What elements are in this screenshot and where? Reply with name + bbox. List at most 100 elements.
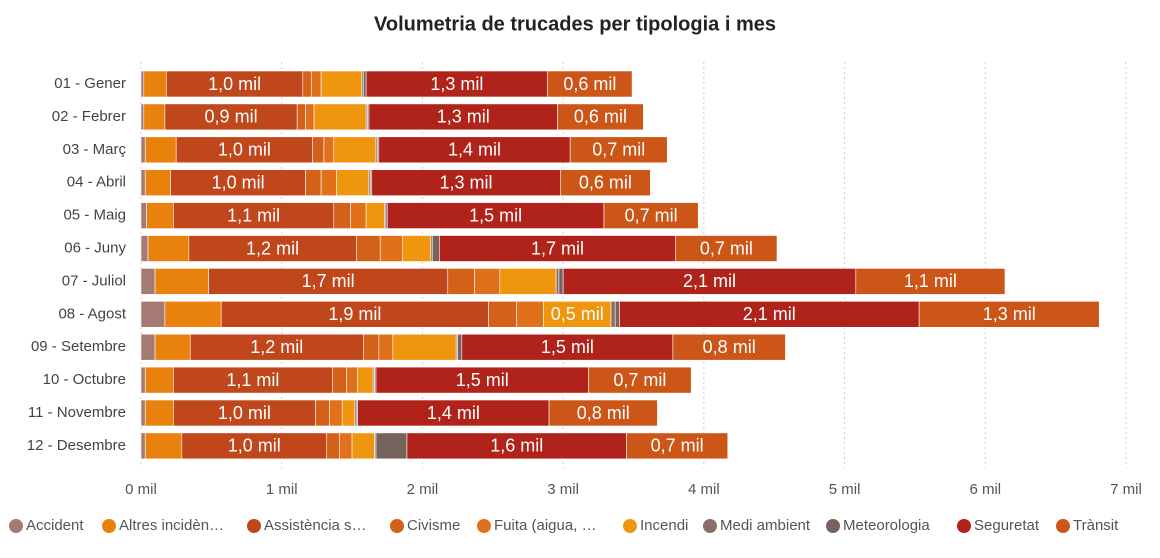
bar-segment: [378, 136, 571, 164]
bar-segment: [312, 136, 325, 164]
bar-segment: [499, 268, 557, 295]
bar-segment: [610, 300, 616, 328]
y-tick-label: 05 - Maig: [63, 207, 126, 224]
legend-swatch: [477, 519, 491, 533]
y-tick-label: 11 - Novembre: [28, 404, 126, 421]
data-label: 1,2 mil: [246, 238, 299, 258]
bar-segment: [461, 333, 674, 361]
data-label: 1,0 mil: [208, 74, 261, 94]
y-tick-label: 12 - Desembre: [27, 437, 126, 454]
bar-segment: [386, 202, 605, 229]
bar-segment: [336, 169, 370, 196]
bar-segment: [302, 70, 312, 98]
bar-segment: [392, 333, 457, 361]
bar-segment: [406, 432, 627, 460]
y-tick-label: 04 - Abril: [67, 174, 126, 191]
bar-segment: [313, 103, 367, 131]
legend-swatch: [247, 519, 261, 533]
bar-segment: [166, 70, 304, 98]
data-label: 2,1 mil: [683, 271, 736, 291]
bar-segment: [305, 169, 322, 196]
data-label: 0,8 mil: [703, 337, 756, 357]
bar-segment: [375, 432, 408, 460]
data-label: 1,0 mil: [218, 403, 271, 423]
bar-segment: [474, 268, 501, 295]
bar-segment: [439, 235, 677, 262]
bar-segment: [548, 399, 658, 427]
bar-segment: [375, 366, 589, 394]
data-label: 1,4 mil: [448, 140, 501, 160]
data-label: 1,3 mil: [983, 304, 1036, 324]
bar-segment: [173, 366, 333, 394]
bar-segment: [357, 399, 550, 427]
bar-segment: [140, 366, 146, 394]
bar-segment: [144, 169, 171, 196]
bar-segment: [144, 432, 183, 460]
data-label: 0,6 mil: [579, 172, 632, 192]
bar-segment: [310, 70, 322, 98]
bar-segment: [140, 103, 145, 131]
data-label: 1,9 mil: [328, 304, 381, 324]
legend-swatch: [102, 519, 116, 533]
bar-segment: [614, 300, 620, 328]
bar-segment: [329, 399, 343, 427]
chart-title: Volumetria de trucades per tipologia i m…: [374, 13, 776, 35]
bar-segment: [140, 70, 145, 98]
data-label: 0,7 mil: [592, 140, 645, 160]
data-label: 1,1 mil: [904, 271, 957, 291]
bar-segment: [154, 333, 191, 361]
data-label: 0,8 mil: [577, 403, 630, 423]
bar-segment: [189, 333, 364, 361]
y-tick-label: 03 - Març: [63, 141, 127, 158]
bar-segment: [379, 235, 404, 262]
bar-segment: [457, 333, 463, 361]
data-label: 1,5 mil: [541, 337, 594, 357]
bar-segment: [143, 70, 167, 98]
data-label: 1,6 mil: [490, 436, 543, 456]
bar-segment: [378, 333, 394, 361]
legend-label: Accident: [26, 517, 84, 534]
x-tick-label: 0 mil: [125, 481, 157, 498]
legend-label: Medi ambient: [720, 517, 811, 534]
bar-segment: [557, 103, 644, 131]
legend-swatch: [623, 519, 637, 533]
legend-label: Incendi: [640, 517, 688, 534]
bar-segment: [516, 300, 544, 328]
bar-segment: [143, 103, 166, 131]
bar-segment: [175, 136, 313, 164]
x-tick-label: 7 mil: [1110, 481, 1142, 498]
y-tick-label: 06 - Juny: [64, 239, 126, 256]
bar-segment: [339, 432, 353, 460]
data-label: 1,5 mil: [456, 370, 509, 390]
data-label: 0,7 mil: [613, 370, 666, 390]
bar-segment: [140, 399, 146, 427]
x-tick-label: 5 mil: [829, 481, 861, 498]
legend-swatch: [703, 519, 717, 533]
data-label: 0,7 mil: [651, 436, 704, 456]
x-tick-label: 4 mil: [688, 481, 720, 498]
x-tick-label: 6 mil: [969, 481, 1001, 498]
data-label: 2,1 mil: [743, 304, 796, 324]
legend-label: Civisme: [407, 517, 460, 534]
data-label: 0,6 mil: [574, 107, 627, 127]
bar-segment: [173, 202, 335, 229]
y-tick-label: 01 - Gener: [54, 75, 126, 92]
legend-label: Fuita (aigua, …: [494, 517, 597, 534]
data-label: 1,3 mil: [440, 172, 493, 192]
bar-segment: [140, 202, 147, 229]
bar-segment: [603, 202, 699, 229]
bar-segment: [320, 70, 363, 98]
bar-segment: [346, 366, 359, 394]
bar-segment: [326, 432, 340, 460]
bar-segment: [918, 300, 1100, 328]
data-label: 1,3 mil: [430, 74, 483, 94]
bar-segment: [296, 103, 306, 131]
data-label: 1,0 mil: [218, 140, 271, 160]
bar-segment: [431, 235, 440, 262]
legend-label: Altres incidèn…: [119, 517, 224, 534]
y-tick-label: 02 - Febrer: [52, 108, 126, 125]
x-tick-label: 3 mil: [547, 481, 579, 498]
bar-segment: [333, 136, 377, 164]
bar-segment: [672, 333, 786, 361]
